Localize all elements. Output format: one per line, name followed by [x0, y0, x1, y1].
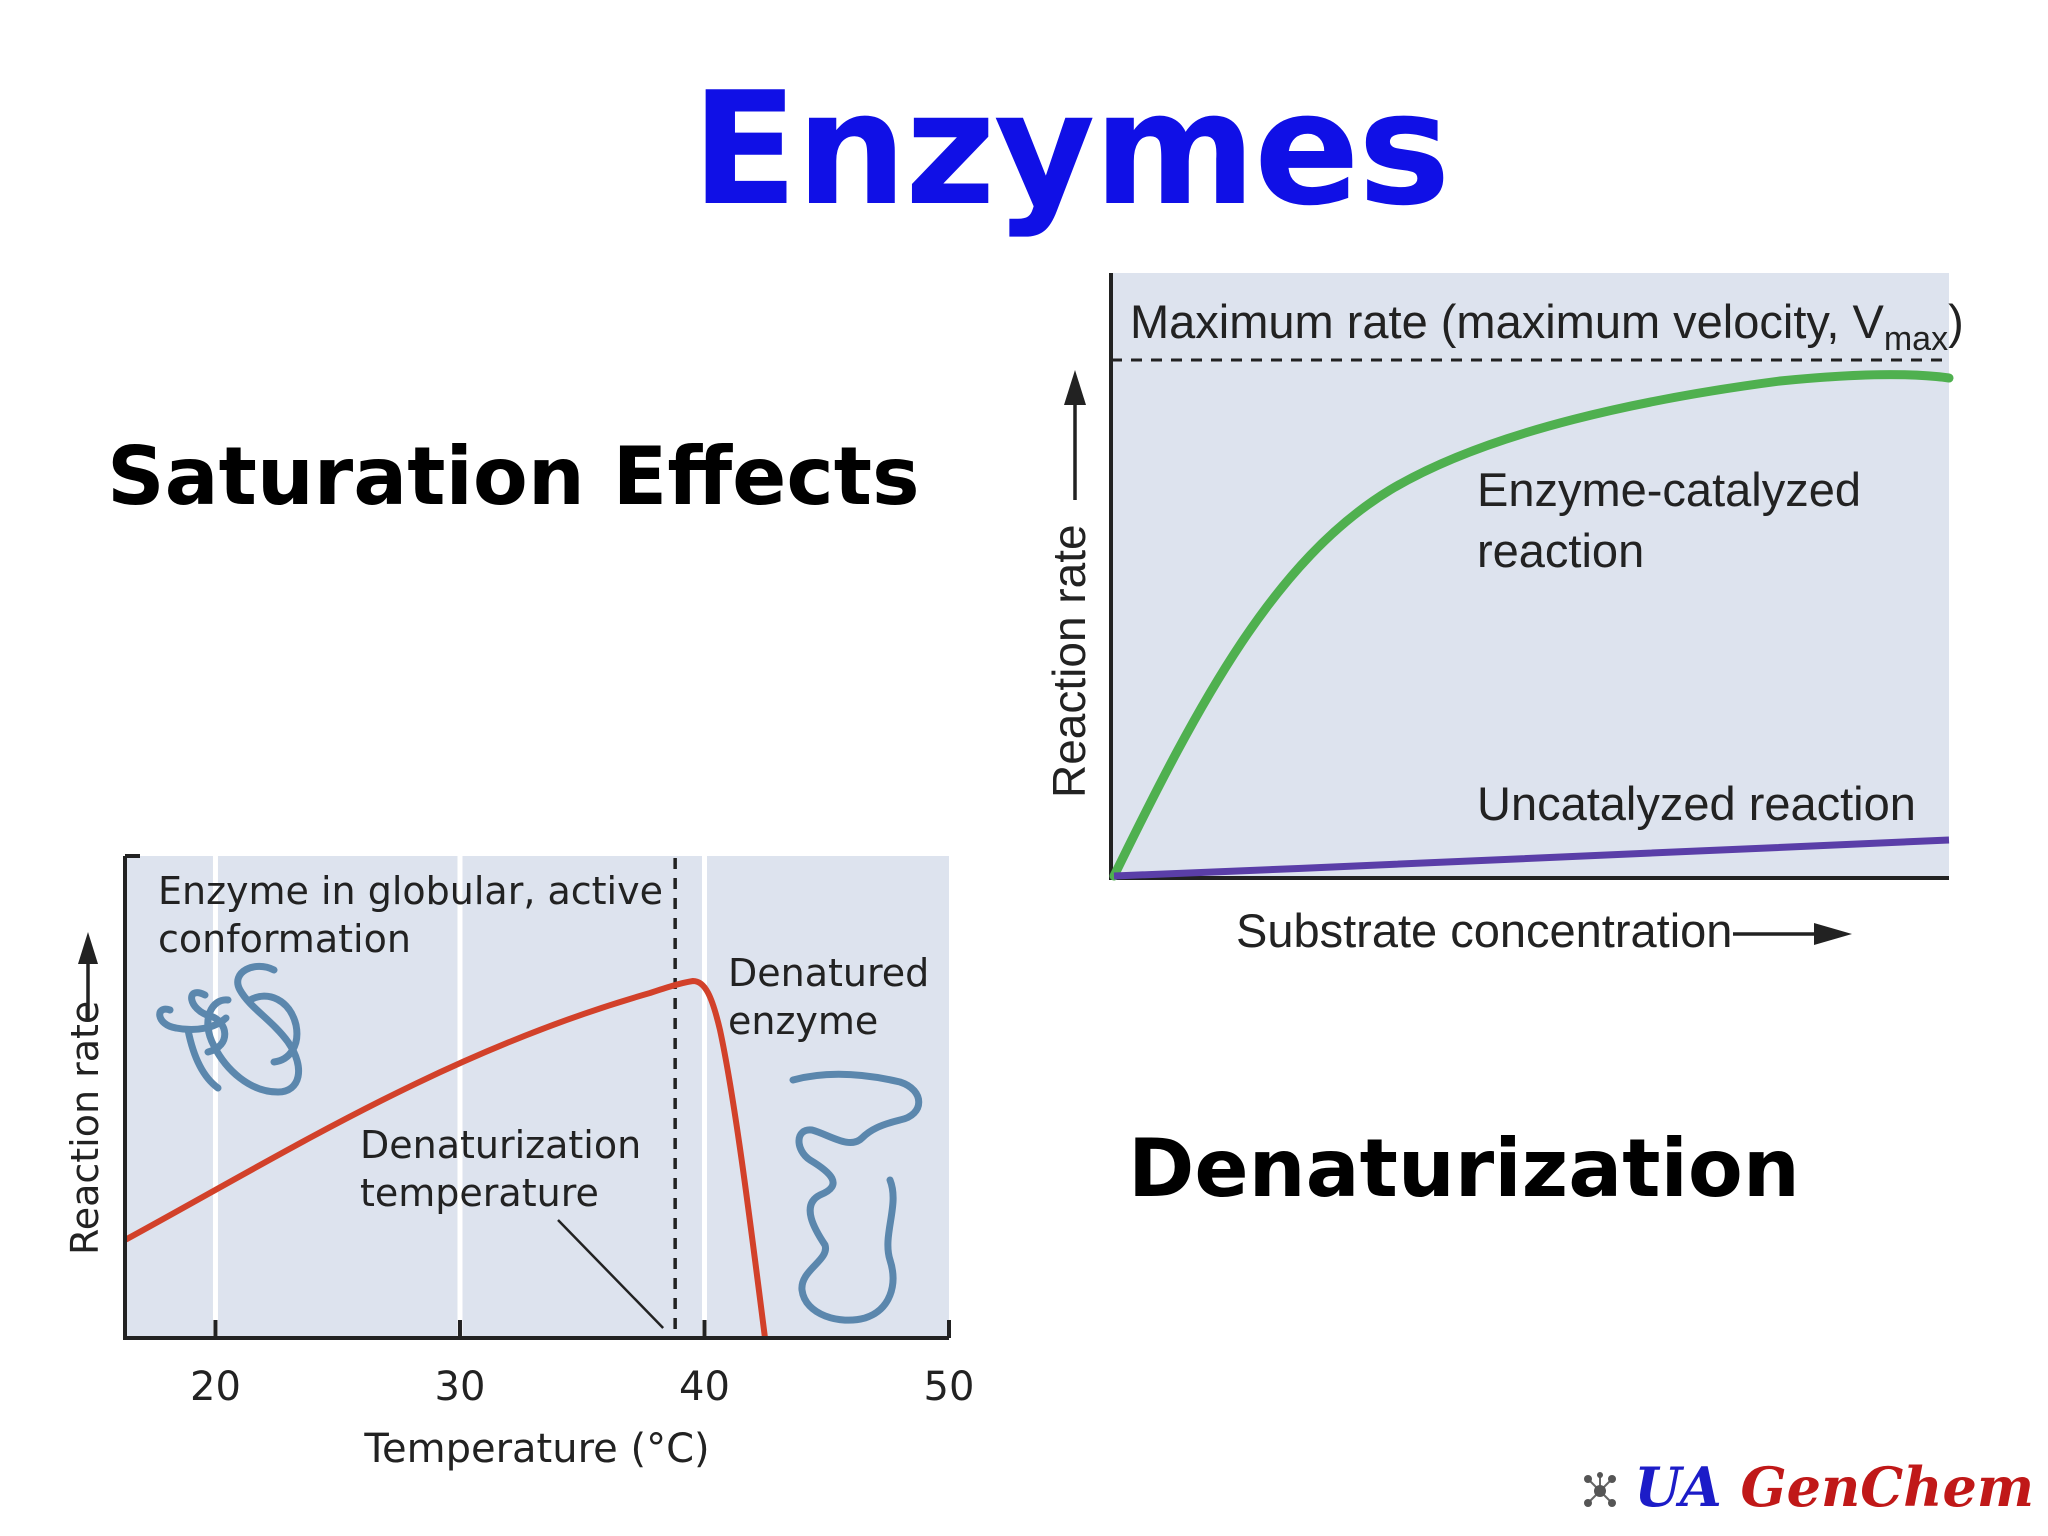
temperature-y-label: Reaction rate [63, 1001, 107, 1255]
denaturization-temp-label-1: Denaturization [360, 1123, 641, 1167]
catalyzed-label-line2: reaction [1477, 524, 1644, 577]
temperature-x-tick-label: 40 [679, 1364, 730, 1410]
molecule-icon [1580, 1460, 1620, 1524]
active-enzyme-icon [156, 962, 302, 1096]
brand-ua: UA [1634, 1455, 1722, 1520]
denatured-label-1: Denatured [728, 951, 929, 995]
temperature-plot-bg [125, 856, 949, 1338]
denaturization-pointer [557, 1219, 665, 1329]
temperature-x-label: Temperature (°C) [363, 1426, 709, 1472]
slide-title: Enzymes [691, 58, 1450, 240]
temperature-x-tick-label: 50 [924, 1364, 975, 1410]
temperature-gridlines [212, 856, 707, 1338]
temperature-x-tick-label: 30 [435, 1364, 486, 1410]
saturation-chart: Maximum rate (maximum velocity, Vmax) En… [1043, 273, 1964, 957]
temperature-curve [123, 977, 768, 1339]
temp-y-arrow-head [78, 932, 98, 964]
temperature-x-ticks: 20 30 40 50 [190, 1320, 974, 1410]
saturation-x-label: Substrate concentration [1236, 904, 1732, 957]
uncatalyzed-curve [1113, 836, 1950, 880]
catalyzed-curve [1109, 370, 1954, 881]
denatured-enzyme-icon [789, 1070, 923, 1324]
denatured-label-2: enzyme [728, 999, 878, 1043]
brand-logo: UA GenChem [1580, 1455, 2034, 1524]
y-arrow-head [1064, 370, 1086, 405]
brand-genchem: GenChem [1740, 1455, 2034, 1520]
denaturization-temp-label-2: temperature [360, 1171, 599, 1215]
temperature-x-tick-label: 20 [190, 1364, 241, 1410]
uncatalyzed-label: Uncatalyzed reaction [1477, 777, 1916, 830]
max-rate-label: Maximum rate (maximum velocity, Vmax) [1130, 295, 1964, 358]
saturation-y-label: Reaction rate [1043, 524, 1095, 798]
active-conformation-label-1: Enzyme in globular, active [158, 869, 663, 913]
denaturization-heading: Denaturization [1128, 1122, 1800, 1215]
saturation-heading: Saturation Effects [107, 430, 920, 523]
x-arrow-head [1814, 923, 1852, 945]
active-conformation-label-2: conformation [158, 917, 411, 961]
catalyzed-label-line1: Enzyme-catalyzed [1477, 463, 1861, 516]
